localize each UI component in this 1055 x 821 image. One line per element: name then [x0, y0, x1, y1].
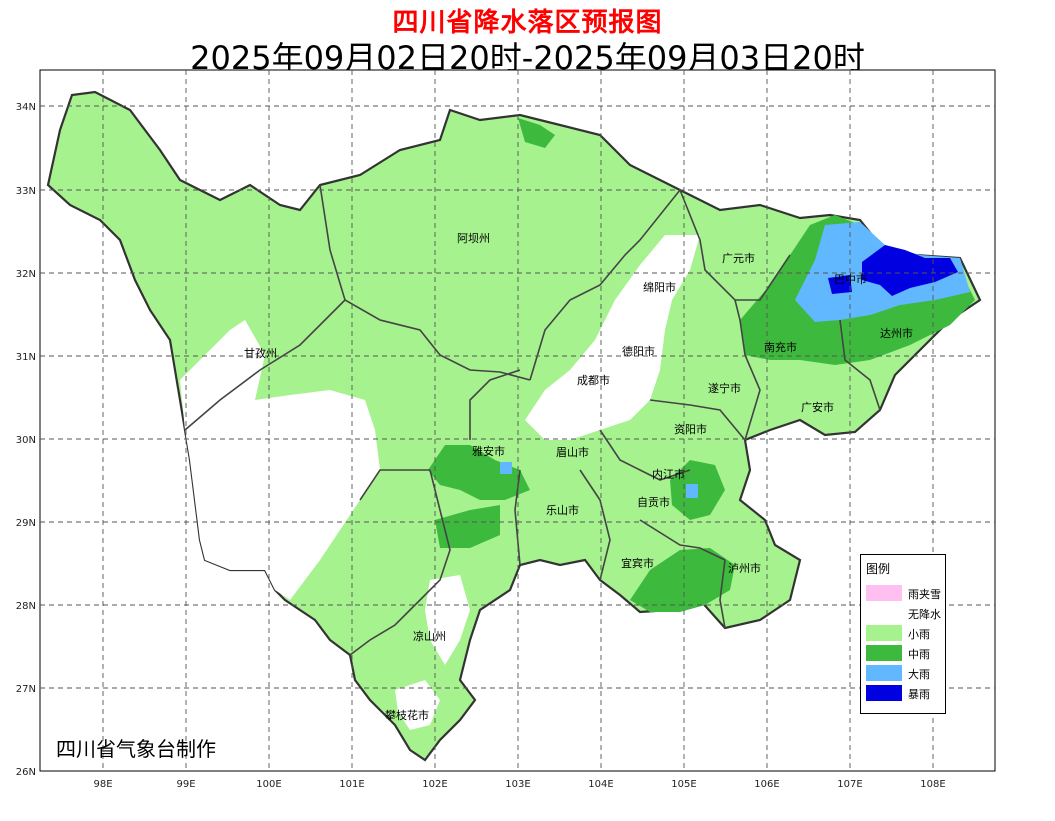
legend-item: 暴雨: [866, 685, 944, 703]
lon-tick: 107E: [837, 779, 862, 790]
lat-tick: 30N: [16, 435, 36, 446]
no-rain-west: [180, 320, 380, 600]
city-label: 泸州市: [728, 561, 761, 575]
city-label: 甘孜州: [244, 346, 277, 360]
heavy-rain-yaan: [500, 462, 512, 474]
city-label: 资阳市: [674, 422, 707, 436]
city-label: 德阳市: [622, 344, 655, 358]
legend-swatch: [866, 605, 902, 621]
lon-tick: 101E: [339, 779, 364, 790]
lon-tick: 106E: [754, 779, 779, 790]
legend-label: 雨夹雪: [908, 588, 941, 601]
city-label: 广元市: [722, 251, 755, 265]
legend-label: 小雨: [908, 628, 930, 641]
city-label: 达州市: [880, 326, 913, 340]
city-label: 成都市: [577, 373, 610, 387]
moderate-rain-leshan: [435, 505, 500, 548]
lat-tick: 29N: [16, 518, 36, 529]
lon-tick: 108E: [920, 779, 945, 790]
legend-item: 大雨: [866, 665, 944, 683]
city-label: 内江市: [652, 467, 685, 481]
city-label: 自贡市: [637, 495, 670, 509]
city-label: 宜宾市: [621, 556, 654, 570]
legend-item: 无降水: [866, 605, 944, 623]
lon-tick: 98E: [93, 779, 112, 790]
legend-swatch: [866, 585, 902, 601]
legend-label: 中雨: [908, 648, 930, 661]
legend-item: 中雨: [866, 645, 944, 663]
legend-label: 无降水: [908, 608, 941, 621]
map-title: 四川省降水落区预报图: [392, 8, 663, 38]
moderate-rain-southeast: [630, 548, 735, 612]
torrential-rain-bazhong: [862, 245, 958, 296]
city-label: 广安市: [801, 400, 834, 414]
city-label: 攀枝花市: [385, 708, 429, 722]
legend-swatch: [866, 645, 902, 661]
city-label: 凉山州: [413, 629, 446, 643]
legend: 图例 雨夹雪 无降水 小雨 中雨 大雨 暴雨: [860, 554, 946, 714]
grid-lines: [40, 70, 995, 771]
city-label: 绵阳市: [643, 280, 676, 294]
city-label: 遂宁市: [708, 381, 741, 395]
no-rain-south: [425, 575, 470, 665]
lon-tick: 99E: [176, 779, 195, 790]
legend-item: 小雨: [866, 625, 944, 643]
city-label: 眉山市: [556, 445, 589, 459]
legend-label: 暴雨: [908, 688, 930, 701]
no-rain-panzhihua: [395, 680, 440, 730]
moderate-rain-north: [518, 118, 555, 148]
legend-label: 大雨: [908, 668, 930, 681]
lon-tick: 105E: [671, 779, 696, 790]
lon-axis: 98E 99E 100E 101E 102E 103E 104E 105E 10…: [93, 779, 945, 790]
no-rain-chengdu: [525, 235, 700, 440]
lat-tick: 28N: [16, 601, 36, 612]
legend-swatch: [866, 665, 902, 681]
city-label: 南充市: [764, 340, 797, 354]
torrential-rain-small: [828, 275, 852, 294]
lat-tick: 31N: [16, 352, 36, 363]
prefecture-boundaries: [184, 184, 881, 656]
heavy-rain-neijiang: [686, 484, 698, 498]
city-label: 阿坝州: [457, 231, 490, 245]
lat-tick: 26N: [16, 767, 36, 778]
credit-text: 四川省气象台制作: [56, 737, 216, 761]
lon-tick: 104E: [588, 779, 613, 790]
city-labels: 阿坝州 广元市 巴中市 绵阳市 达州市 德阳市 南充市 甘孜州 成都市 遂宁市 …: [244, 231, 913, 722]
legend-swatch: [866, 625, 902, 641]
lon-tick: 103E: [505, 779, 530, 790]
lon-tick: 102E: [422, 779, 447, 790]
city-label: 雅安市: [472, 444, 505, 458]
city-label: 巴中市: [834, 272, 867, 286]
city-label: 乐山市: [546, 503, 579, 517]
lat-tick: 32N: [16, 269, 36, 280]
legend-swatch: [866, 685, 902, 701]
lon-tick: 100E: [256, 779, 281, 790]
legend-item: 雨夹雪: [866, 585, 944, 603]
lat-axis: 34N 33N 32N 31N 30N 29N 28N 27N 26N: [16, 102, 36, 778]
lat-tick: 27N: [16, 684, 36, 695]
moderate-rain-yaan: [428, 445, 530, 500]
lat-tick: 33N: [16, 186, 36, 197]
lat-tick: 34N: [16, 102, 36, 113]
legend-title: 图例: [866, 562, 891, 576]
